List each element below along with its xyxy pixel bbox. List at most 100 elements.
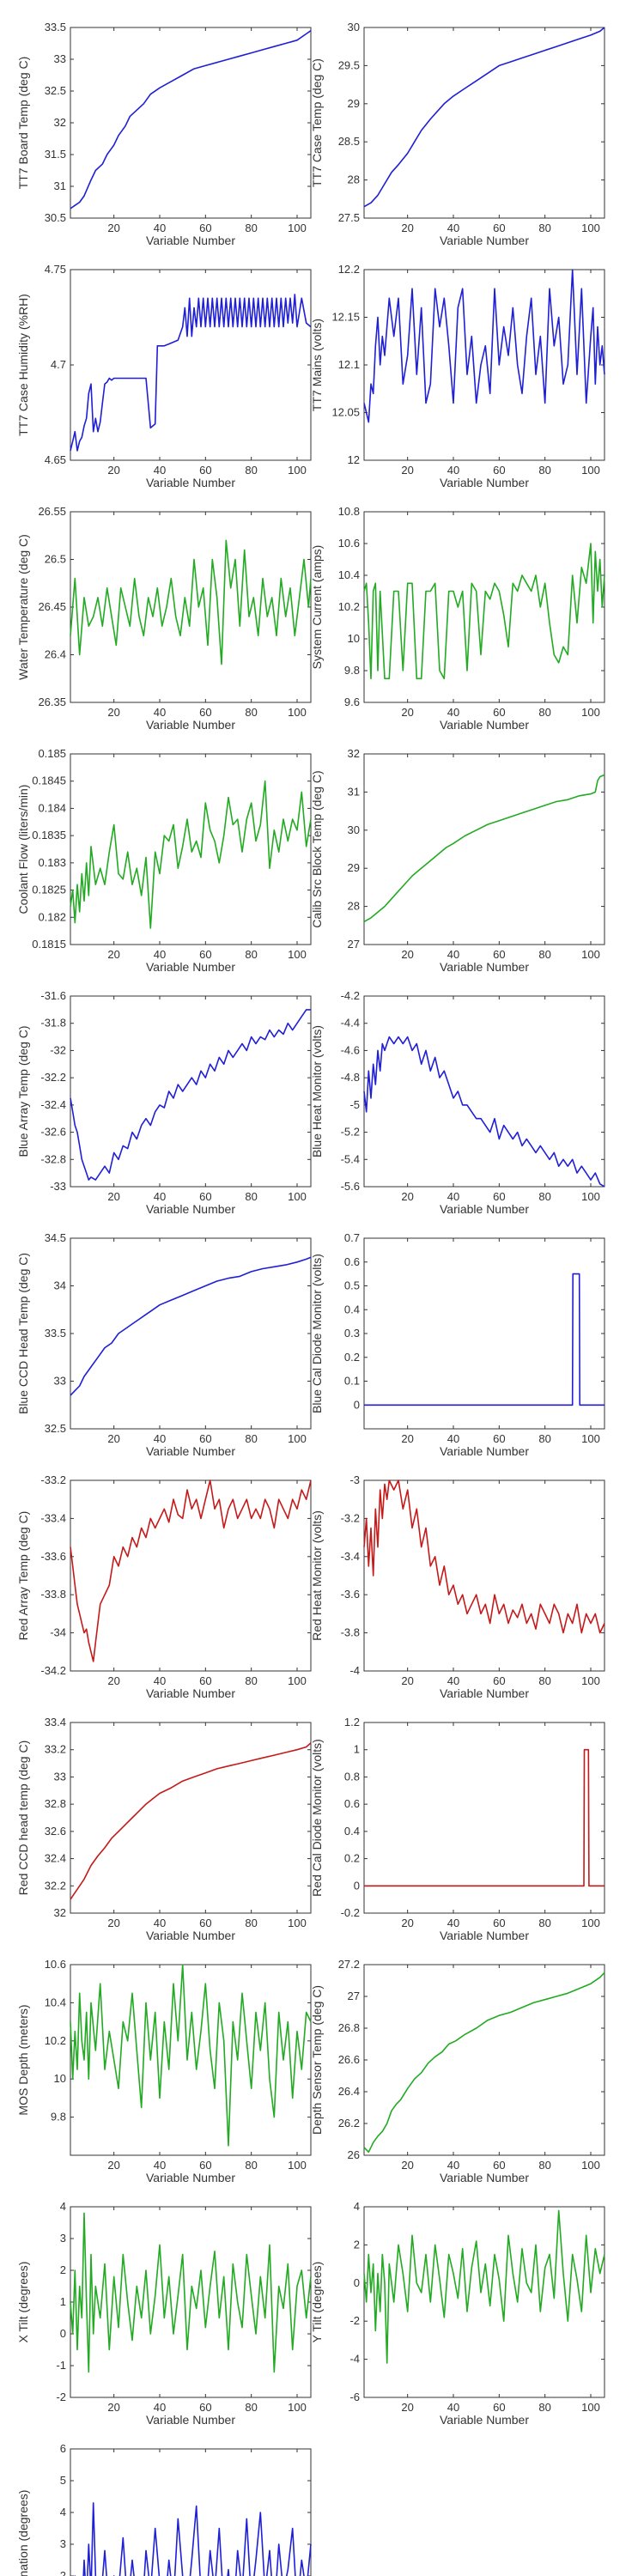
- chart-19-x-tick-label: 40: [154, 2401, 166, 2414]
- chart-17-y-tick-label: 9.8: [51, 2111, 66, 2123]
- chart-2-series-line: [363, 27, 605, 208]
- chart-17-x-tick-label: 100: [288, 2159, 307, 2172]
- chart-10-x-axis-label: Variable Number: [440, 1202, 529, 1216]
- chart-13-y-tick-label: -33.8: [40, 1588, 66, 1601]
- chart-18-x-tick-label: 40: [447, 2159, 459, 2172]
- chart-4-x-tick-label: 80: [538, 464, 550, 477]
- chart-20-y-axis-label: Y Tilt (degrees): [310, 2262, 324, 2343]
- chart-13-y-tick-label: -33.4: [40, 1511, 66, 1524]
- chart-5-y-tick-label: 26.55: [38, 505, 66, 518]
- chart-15-y-tick-label: 33: [54, 1770, 66, 1783]
- chart-17-series-line: [70, 1964, 312, 2147]
- chart-10-x-tick-label: 40: [447, 1190, 459, 1203]
- chart-1-y-tick-label: 32.5: [45, 84, 66, 97]
- chart-2-x-axis-label: Variable Number: [440, 234, 529, 247]
- chart-19-y-tick-label: 3: [60, 2232, 66, 2245]
- chart-9-x-tick-label: 60: [199, 1190, 211, 1203]
- chart-11-x-tick-label: 40: [154, 1432, 166, 1445]
- chart-10-x-tick-label: 20: [401, 1190, 413, 1203]
- chart-5: 20 40 60 80 100 26.35 26.4 26.45 26.5 26.55 Variab…: [16, 505, 312, 732]
- chart-8-x-tick-label: 80: [538, 948, 550, 961]
- chart-13-y-tick-label: -33.6: [40, 1550, 66, 1563]
- chart-18-x-tick-label: 20: [401, 2159, 413, 2172]
- chart-5-x-tick-label: 100: [288, 706, 307, 719]
- chart-18-y-tick-label: 26.6: [338, 2053, 360, 2066]
- chart-9-y-tick-label: -32.8: [40, 1152, 66, 1165]
- chart-13-plot-frame: [70, 1479, 312, 1672]
- chart-1-y-tick-label: 31: [54, 179, 66, 192]
- chart-1-x-tick-label: 60: [199, 222, 211, 234]
- chart-14-y-axis-label: Red Heat Monitor (volts): [310, 1510, 324, 1641]
- chart-16-x-tick-label: 100: [581, 1917, 600, 1929]
- chart-20-y-tick-label: -4: [349, 2353, 360, 2366]
- chart-13-x-tick-label: 100: [288, 1674, 307, 1687]
- chart-14-x-tick-label: 20: [401, 1674, 413, 1687]
- chart-9-y-axis-label: Blue Array Temp (deg C): [16, 1025, 30, 1157]
- chart-18: 20 40 60 80 100 26 26.2 26.4 26.6 26.8 27 27.2 Varia…: [310, 1958, 605, 2184]
- chart-3-x-tick-label: 40: [154, 464, 166, 477]
- chart-1: 20 40 60 80 100 30.5 31 31.5 32 32.5 33 33.5 Variabl…: [16, 21, 312, 247]
- chart-14-y-tick-label: -3: [349, 1473, 360, 1486]
- chart-2-x-tick-label: 60: [493, 222, 505, 234]
- chart-16-y-tick-label: 1.2: [344, 1716, 360, 1728]
- chart-19-x-tick-label: 100: [288, 2401, 307, 2414]
- chart-19-x-tick-label: 20: [107, 2401, 119, 2414]
- chart-4-y-tick-label: 12: [348, 453, 360, 466]
- chart-16-y-axis-label: Red Cal Diode Monitor (volts): [310, 1739, 324, 1897]
- chart-10-y-tick-label: -5.2: [341, 1126, 360, 1139]
- chart-9-y-tick-label: -32.2: [40, 1071, 66, 1084]
- chart-15-x-tick-label: 60: [199, 1917, 211, 1929]
- chart-12-x-tick-label: 20: [401, 1432, 413, 1445]
- chart-9-y-tick-label: -32.6: [40, 1126, 66, 1139]
- chart-6-x-tick-label: 60: [493, 706, 505, 719]
- chart-12-y-tick-label: 0.7: [344, 1231, 360, 1244]
- chart-15-y-axis-label: Red CCD head temp (deg C): [16, 1741, 30, 1896]
- chart-20-x-tick-label: 40: [447, 2401, 459, 2414]
- chart-7-y-axis-label: Coolant Flow (liters/min): [16, 785, 30, 914]
- chart-9-plot-frame: [70, 995, 312, 1188]
- chart-14-y-tick-label: -3.2: [341, 1511, 360, 1524]
- chart-11-y-tick-label: 33.5: [45, 1327, 66, 1340]
- chart-2-y-tick-label: 30: [348, 21, 360, 33]
- chart-1-x-tick-label: 80: [245, 222, 257, 234]
- chart-6-x-tick-label: 100: [581, 706, 600, 719]
- chart-4-x-axis-label: Variable Number: [440, 476, 529, 489]
- chart-8-y-tick-label: 28: [348, 900, 360, 913]
- chart-9-x-tick-label: 100: [288, 1190, 307, 1203]
- chart-15-y-tick-label: 32.2: [45, 1879, 66, 1892]
- chart-16-y-tick-label: 0.8: [344, 1770, 360, 1783]
- chart-13-x-tick-label: 80: [245, 1674, 257, 1687]
- chart-17-plot-frame: [70, 1964, 312, 2156]
- chart-19-x-tick-label: 80: [245, 2401, 257, 2414]
- chart-20-y-tick-label: 4: [354, 2200, 360, 2213]
- chart-11: 20 40 60 80 100 32.5 33 33.5 34 34.5 Variable Numb…: [16, 1231, 312, 1458]
- chart-7-y-tick-label: 0.184: [38, 801, 66, 814]
- chart-12-series-line: [364, 1273, 605, 1406]
- chart-6-y-tick-label: 9.6: [344, 696, 360, 708]
- chart-6-y-tick-label: 9.8: [344, 664, 360, 677]
- chart-18-x-axis-label: Variable Number: [440, 2171, 529, 2184]
- chart-17-y-tick-label: 10: [54, 2072, 66, 2085]
- chart-12-y-axis-label: Blue Cal Diode Monitor (volts): [310, 1254, 324, 1413]
- chart-16-y-tick-label: 0.4: [344, 1825, 360, 1838]
- chart-20-x-tick-label: 80: [538, 2401, 550, 2414]
- chart-2-y-tick-label: 28: [348, 173, 360, 186]
- chart-19-series-line: [70, 2212, 312, 2373]
- chart-12: 20 40 60 80 100 0 0.1 0.2 0.3 0.4 0.5 0.6 0.7 Variabl…: [310, 1231, 605, 1458]
- chart-5-x-axis-label: Variable Number: [146, 718, 235, 732]
- chart-18-y-tick-label: 26.4: [338, 2085, 360, 2098]
- chart-6-x-axis-label: Variable Number: [440, 718, 529, 732]
- chart-7-y-tick-label: 0.1815: [32, 938, 66, 951]
- chart-6-series-line: [363, 543, 605, 680]
- chart-6-y-tick-label: 10.2: [338, 600, 360, 613]
- chart-20-series-line: [363, 2209, 605, 2364]
- chart-2-x-tick-label: 20: [401, 222, 413, 234]
- chart-11-y-tick-label: 33: [54, 1375, 66, 1388]
- chart-15: 20 40 60 80 100 32 32.2 32.4 32.6 32.8 33 33.2 33.4 V…: [16, 1716, 312, 1942]
- chart-11-plot-frame: [70, 1237, 312, 1430]
- chart-20-y-tick-label: -6: [349, 2391, 360, 2403]
- chart-3-x-tick-label: 100: [288, 464, 307, 477]
- chart-18-y-tick-label: 27.2: [338, 1958, 360, 1971]
- chart-1-y-tick-label: 31.5: [45, 148, 66, 161]
